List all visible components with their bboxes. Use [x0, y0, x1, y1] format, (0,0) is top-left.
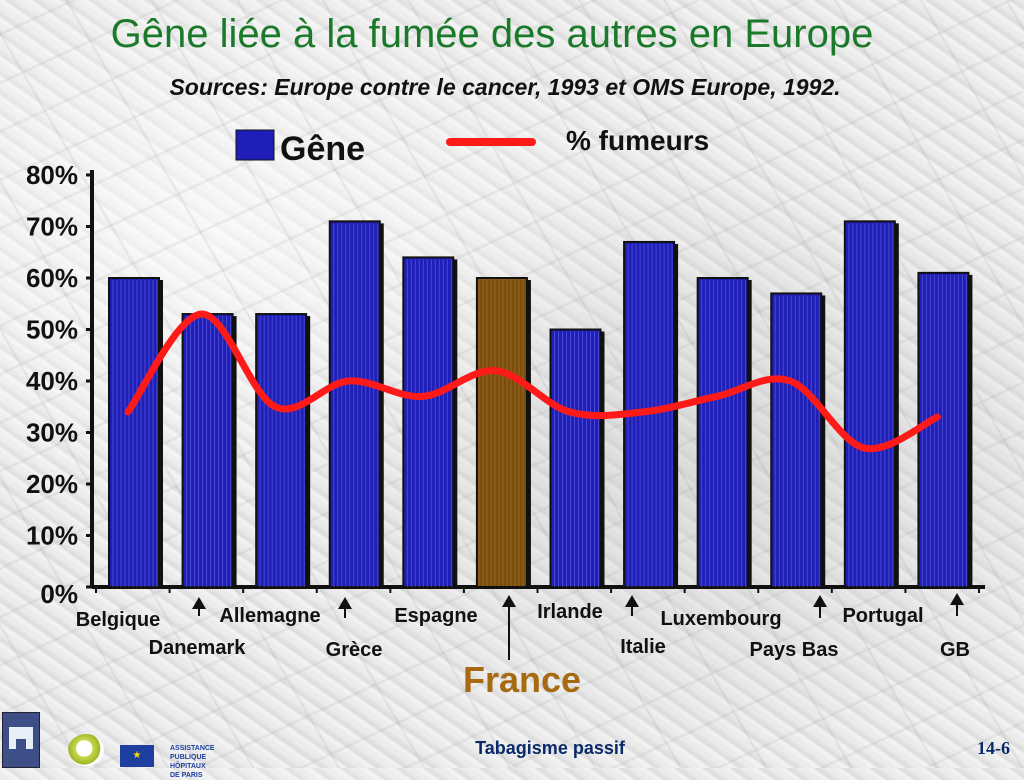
x-label-portugal: Portugal — [842, 605, 923, 627]
y-tick-label: 50% — [26, 315, 78, 345]
label-arrowhead — [950, 593, 964, 605]
label-arrowhead — [813, 595, 827, 607]
legend-line-label: % fumeurs — [566, 125, 709, 156]
legend-bar-label: Gêne — [280, 130, 365, 168]
label-arrowhead — [502, 595, 516, 607]
y-tick-label: 20% — [26, 469, 78, 499]
y-tick-label: 30% — [26, 418, 78, 448]
leaf-logo — [68, 734, 104, 766]
eu-flag-logo: ★ — [120, 745, 154, 767]
x-label-pays-bas: Pays Bas — [750, 639, 839, 661]
label-arrowhead — [338, 597, 352, 609]
x-label-irlande: Irlande — [537, 601, 603, 623]
label-arrowhead — [625, 595, 639, 607]
y-axis: 0% 10% 20% 30% 40% 50% 60% 70% 80% — [26, 160, 94, 609]
footer-title: Tabagisme passif — [420, 738, 680, 759]
x-label-france: France — [463, 659, 581, 700]
x-label-danemark: Danemark — [149, 637, 247, 659]
page-number: 14-6 — [930, 738, 1010, 759]
x-label-gb: GB — [940, 639, 970, 661]
legend-bar-swatch — [236, 130, 274, 160]
y-tick-label: 10% — [26, 521, 78, 551]
bar-series — [109, 221, 972, 587]
x-label-belgique: Belgique — [76, 609, 160, 631]
y-tick-label: 0% — [40, 579, 78, 609]
y-tick-label: 80% — [26, 160, 78, 190]
label-arrowhead — [192, 597, 206, 609]
x-axis-labels: Belgique Danemark Allemagne Grèce Espagne Fra… — [76, 593, 970, 700]
x-label-italie: Italie — [620, 636, 666, 658]
hospital-building-logo — [2, 712, 40, 768]
x-label-allemagne: Allemagne — [219, 605, 320, 627]
x-label-grèce: Grèce — [326, 639, 383, 661]
y-tick-label: 70% — [26, 212, 78, 242]
x-label-luxembourg: Luxembourg — [660, 608, 781, 630]
chart-legend: Gêne % fumeurs — [236, 125, 709, 168]
x-label-espagne: Espagne — [394, 605, 477, 627]
y-tick-label: 40% — [26, 366, 78, 396]
y-tick-label: 60% — [26, 263, 78, 293]
